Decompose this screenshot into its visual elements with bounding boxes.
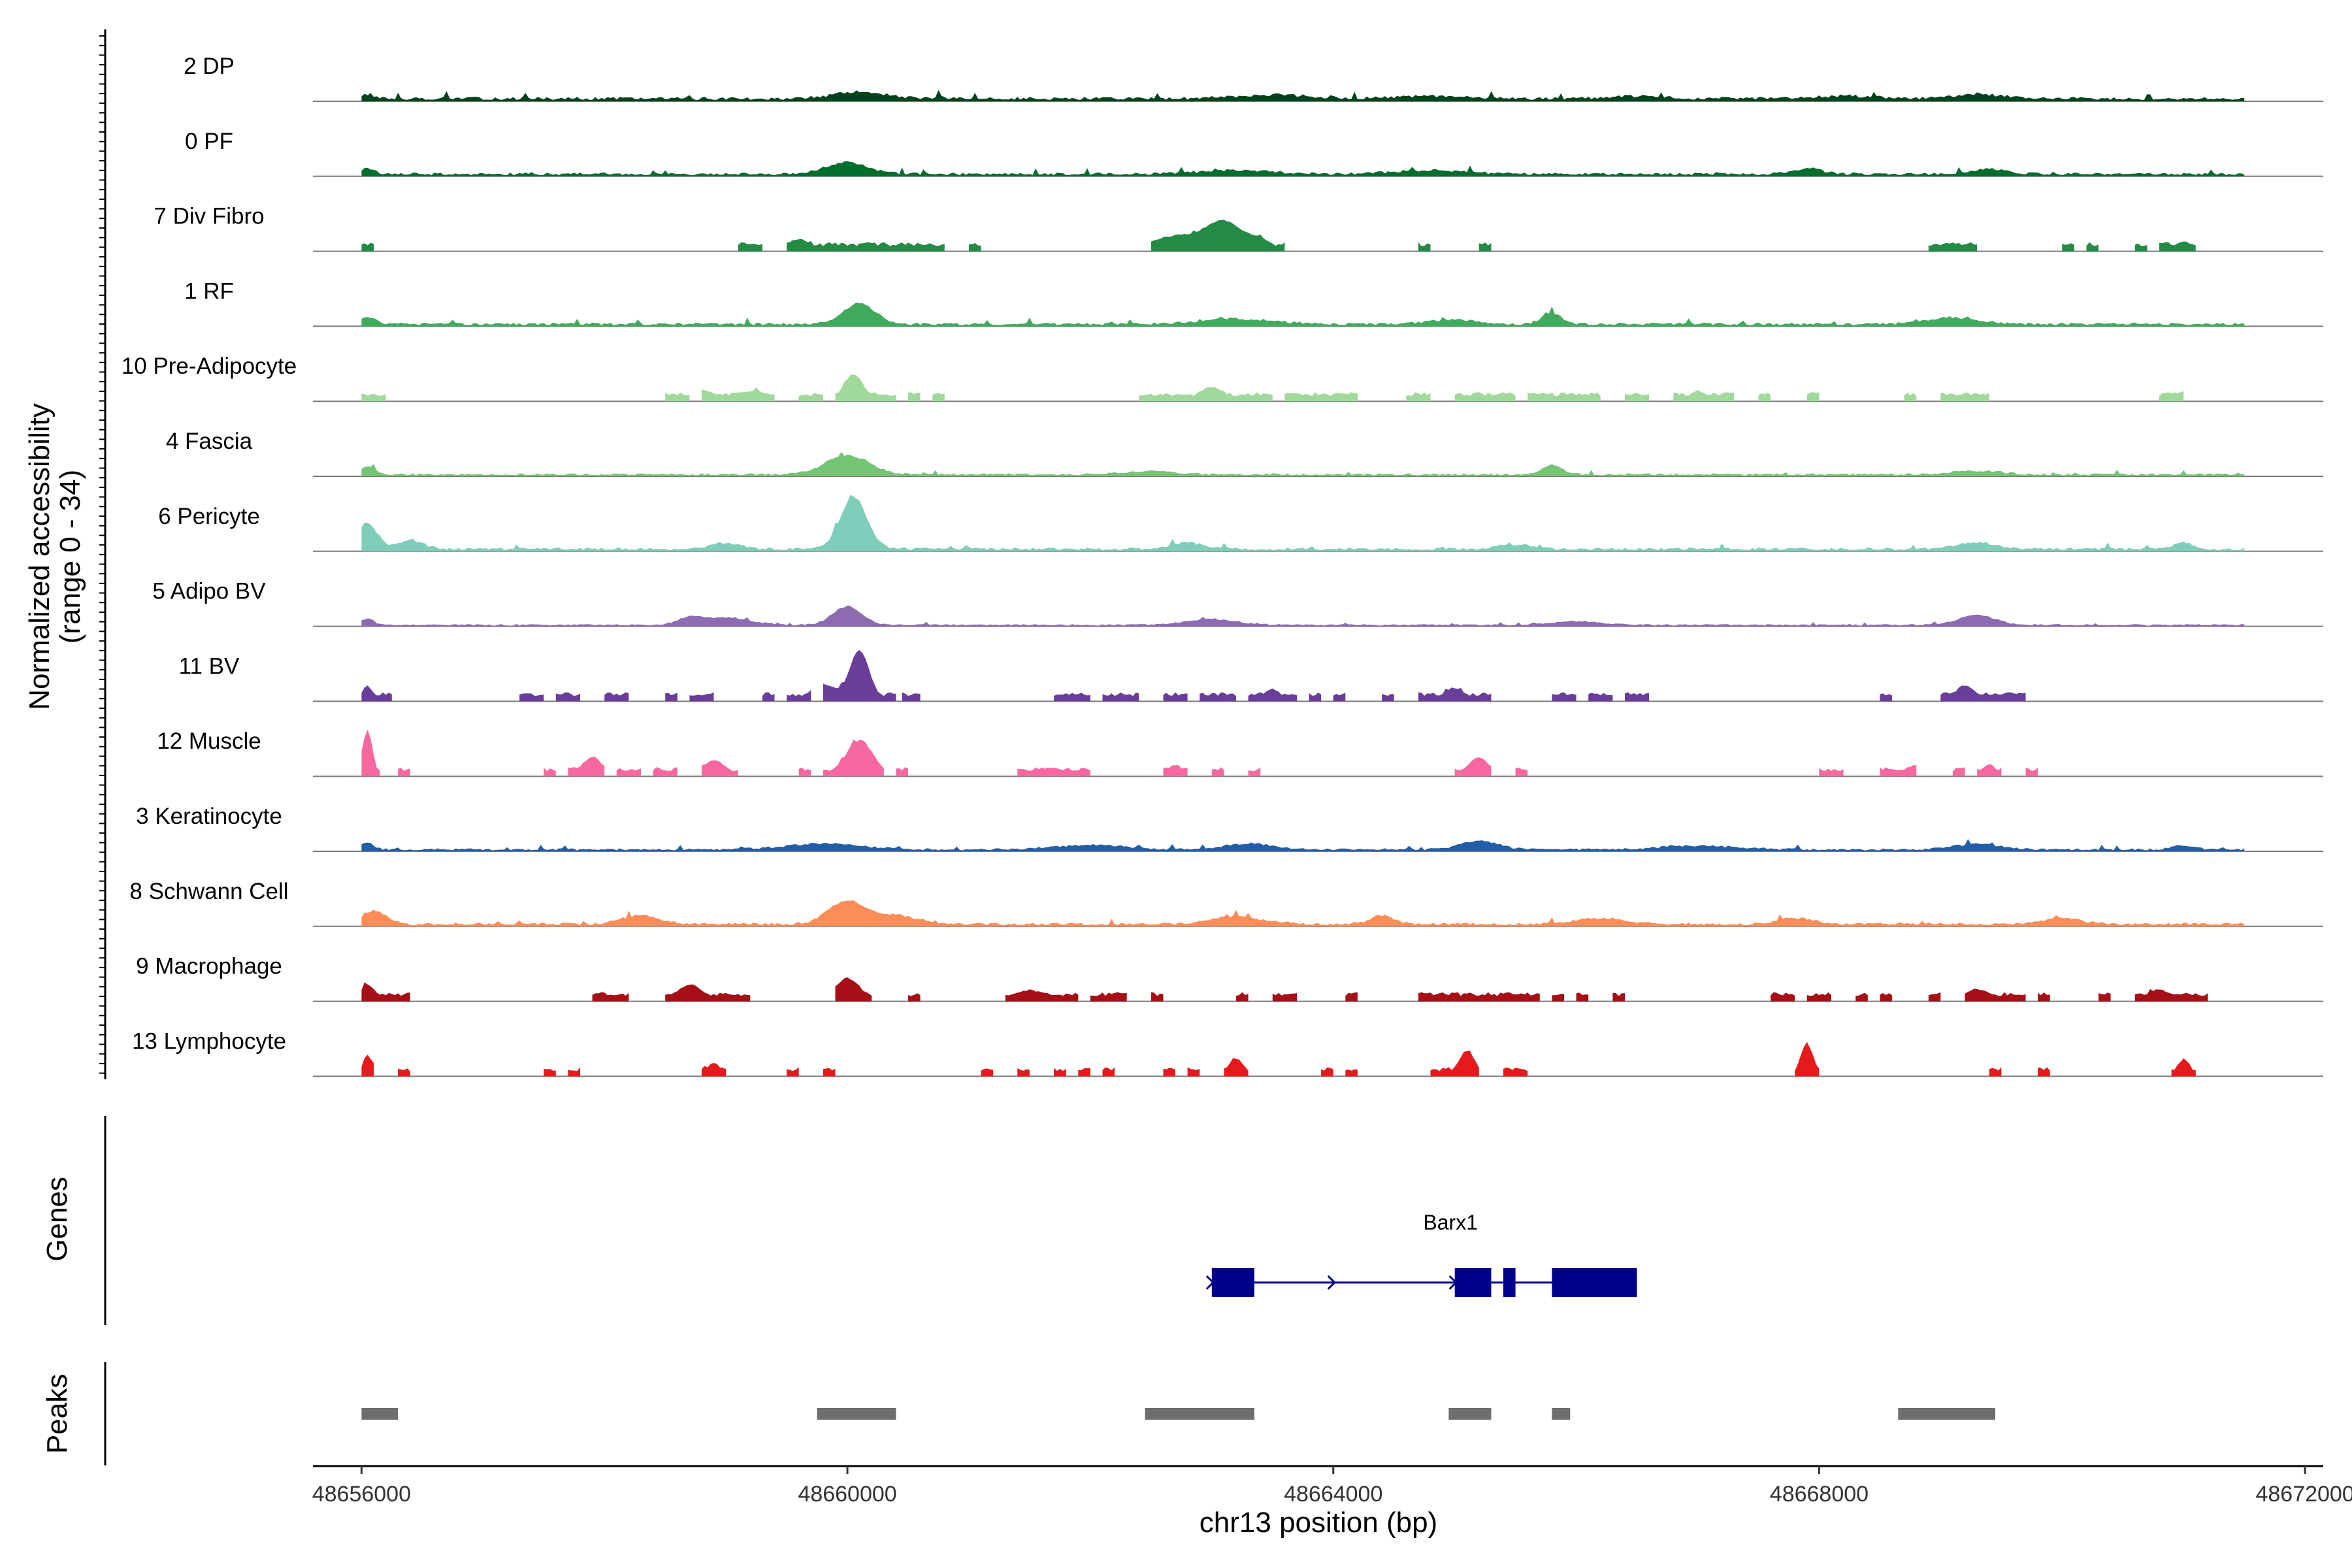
coverage-area	[361, 161, 2245, 176]
track-11: 3 Keratinocyte	[136, 804, 2323, 852]
track-label: 9 Macrophage	[136, 954, 282, 979]
track-label: 5 Adipo BV	[152, 579, 266, 604]
track-label: 4 Fascia	[166, 429, 253, 454]
genes-panel-title: Genes	[41, 1177, 73, 1262]
strand-arrow-icon	[1205, 1275, 1215, 1290]
coverage-tracks: 2 DP 0 PF 7 Div Fibro 1 RF 10 Pre-Adipocyte 4…	[122, 54, 2323, 1077]
coverage-area	[361, 1041, 2196, 1077]
track-6: 4 Fascia	[166, 429, 2323, 477]
strand-arrow-icon	[1327, 1275, 1336, 1290]
coverage-area	[361, 220, 2196, 252]
x-tick-label: 48672000	[2255, 1482, 2352, 1507]
track-label: 3 Keratinocyte	[136, 804, 282, 829]
peak-region	[1552, 1408, 1571, 1420]
y-axis-minor-ticks	[99, 35, 105, 1074]
gene-exon	[1552, 1268, 1637, 1297]
track-9: 11 BV	[179, 650, 2323, 702]
coverage-area	[361, 90, 2245, 101]
track-1: 2 DP	[184, 54, 2323, 102]
peak-region	[1145, 1408, 1254, 1420]
track-14: 13 Lymphocyte	[132, 1028, 2323, 1077]
peak-regions-track	[361, 1408, 1995, 1420]
track-label: 10 Pre-Adipocyte	[122, 353, 297, 379]
x-axis-ticks: 48656000 48660000 48664000 48668000 48672000	[312, 1466, 2352, 1507]
x-axis-title: chr13 position (bp)	[1200, 1507, 1437, 1539]
coverage-area	[361, 374, 2184, 402]
coverage-area	[361, 977, 2208, 1002]
track-10: 12 Muscle	[157, 728, 2323, 777]
gene-model: Barx1	[1205, 1211, 1637, 1297]
strand-arrow-icon	[1448, 1275, 1458, 1290]
y-axis-title: Normalized accessibility	[24, 403, 56, 710]
track-13: 9 Macrophage	[136, 954, 2323, 1002]
peak-region	[1448, 1408, 1492, 1420]
track-label: 0 PF	[185, 129, 233, 154]
coverage-area	[361, 495, 2245, 551]
coverage-area	[361, 451, 2245, 476]
coverage-area	[361, 605, 2245, 627]
coverage-area	[361, 650, 2026, 702]
peaks-panel-title: Peaks	[41, 1374, 73, 1454]
track-label: 1 RF	[184, 278, 234, 304]
x-tick-label: 48660000	[798, 1482, 896, 1507]
track-8: 5 Adipo BV	[152, 579, 2323, 627]
gene-annotation-track: Barx1	[1205, 1211, 1637, 1297]
x-tick-label: 48664000	[1284, 1482, 1382, 1507]
x-tick-label: 48668000	[1770, 1482, 1869, 1507]
peak-region	[361, 1408, 399, 1420]
gene-exon	[1503, 1268, 1516, 1297]
coverage-area	[361, 302, 2245, 327]
track-label: 13 Lymphocyte	[132, 1028, 286, 1054]
coverage-area	[361, 900, 2245, 926]
track-4: 1 RF	[184, 278, 2323, 327]
track-label: 12 Muscle	[157, 728, 261, 754]
track-2: 0 PF	[185, 129, 2323, 177]
track-label: 11 BV	[179, 653, 240, 679]
track-label: 6 Pericyte	[158, 504, 260, 529]
track-5: 10 Pre-Adipocyte	[122, 353, 2323, 402]
gene-exon	[1211, 1268, 1254, 1297]
x-tick-label: 48656000	[312, 1482, 411, 1507]
track-3: 7 Div Fibro	[154, 204, 2323, 252]
track-label: 8 Schwann Cell	[129, 879, 288, 904]
gene-label: Barx1	[1423, 1211, 1478, 1234]
gene-exon	[1454, 1268, 1492, 1297]
peak-region	[1898, 1408, 1995, 1420]
y-axis-range: (range 0 - 34)	[54, 470, 86, 644]
track-label: 7 Div Fibro	[154, 204, 264, 229]
track-12: 8 Schwann Cell	[129, 879, 2323, 927]
track-label: 2 DP	[184, 54, 235, 79]
track-7: 6 Pericyte	[158, 495, 2323, 552]
peak-region	[817, 1408, 896, 1420]
coverage-area	[361, 839, 2245, 851]
